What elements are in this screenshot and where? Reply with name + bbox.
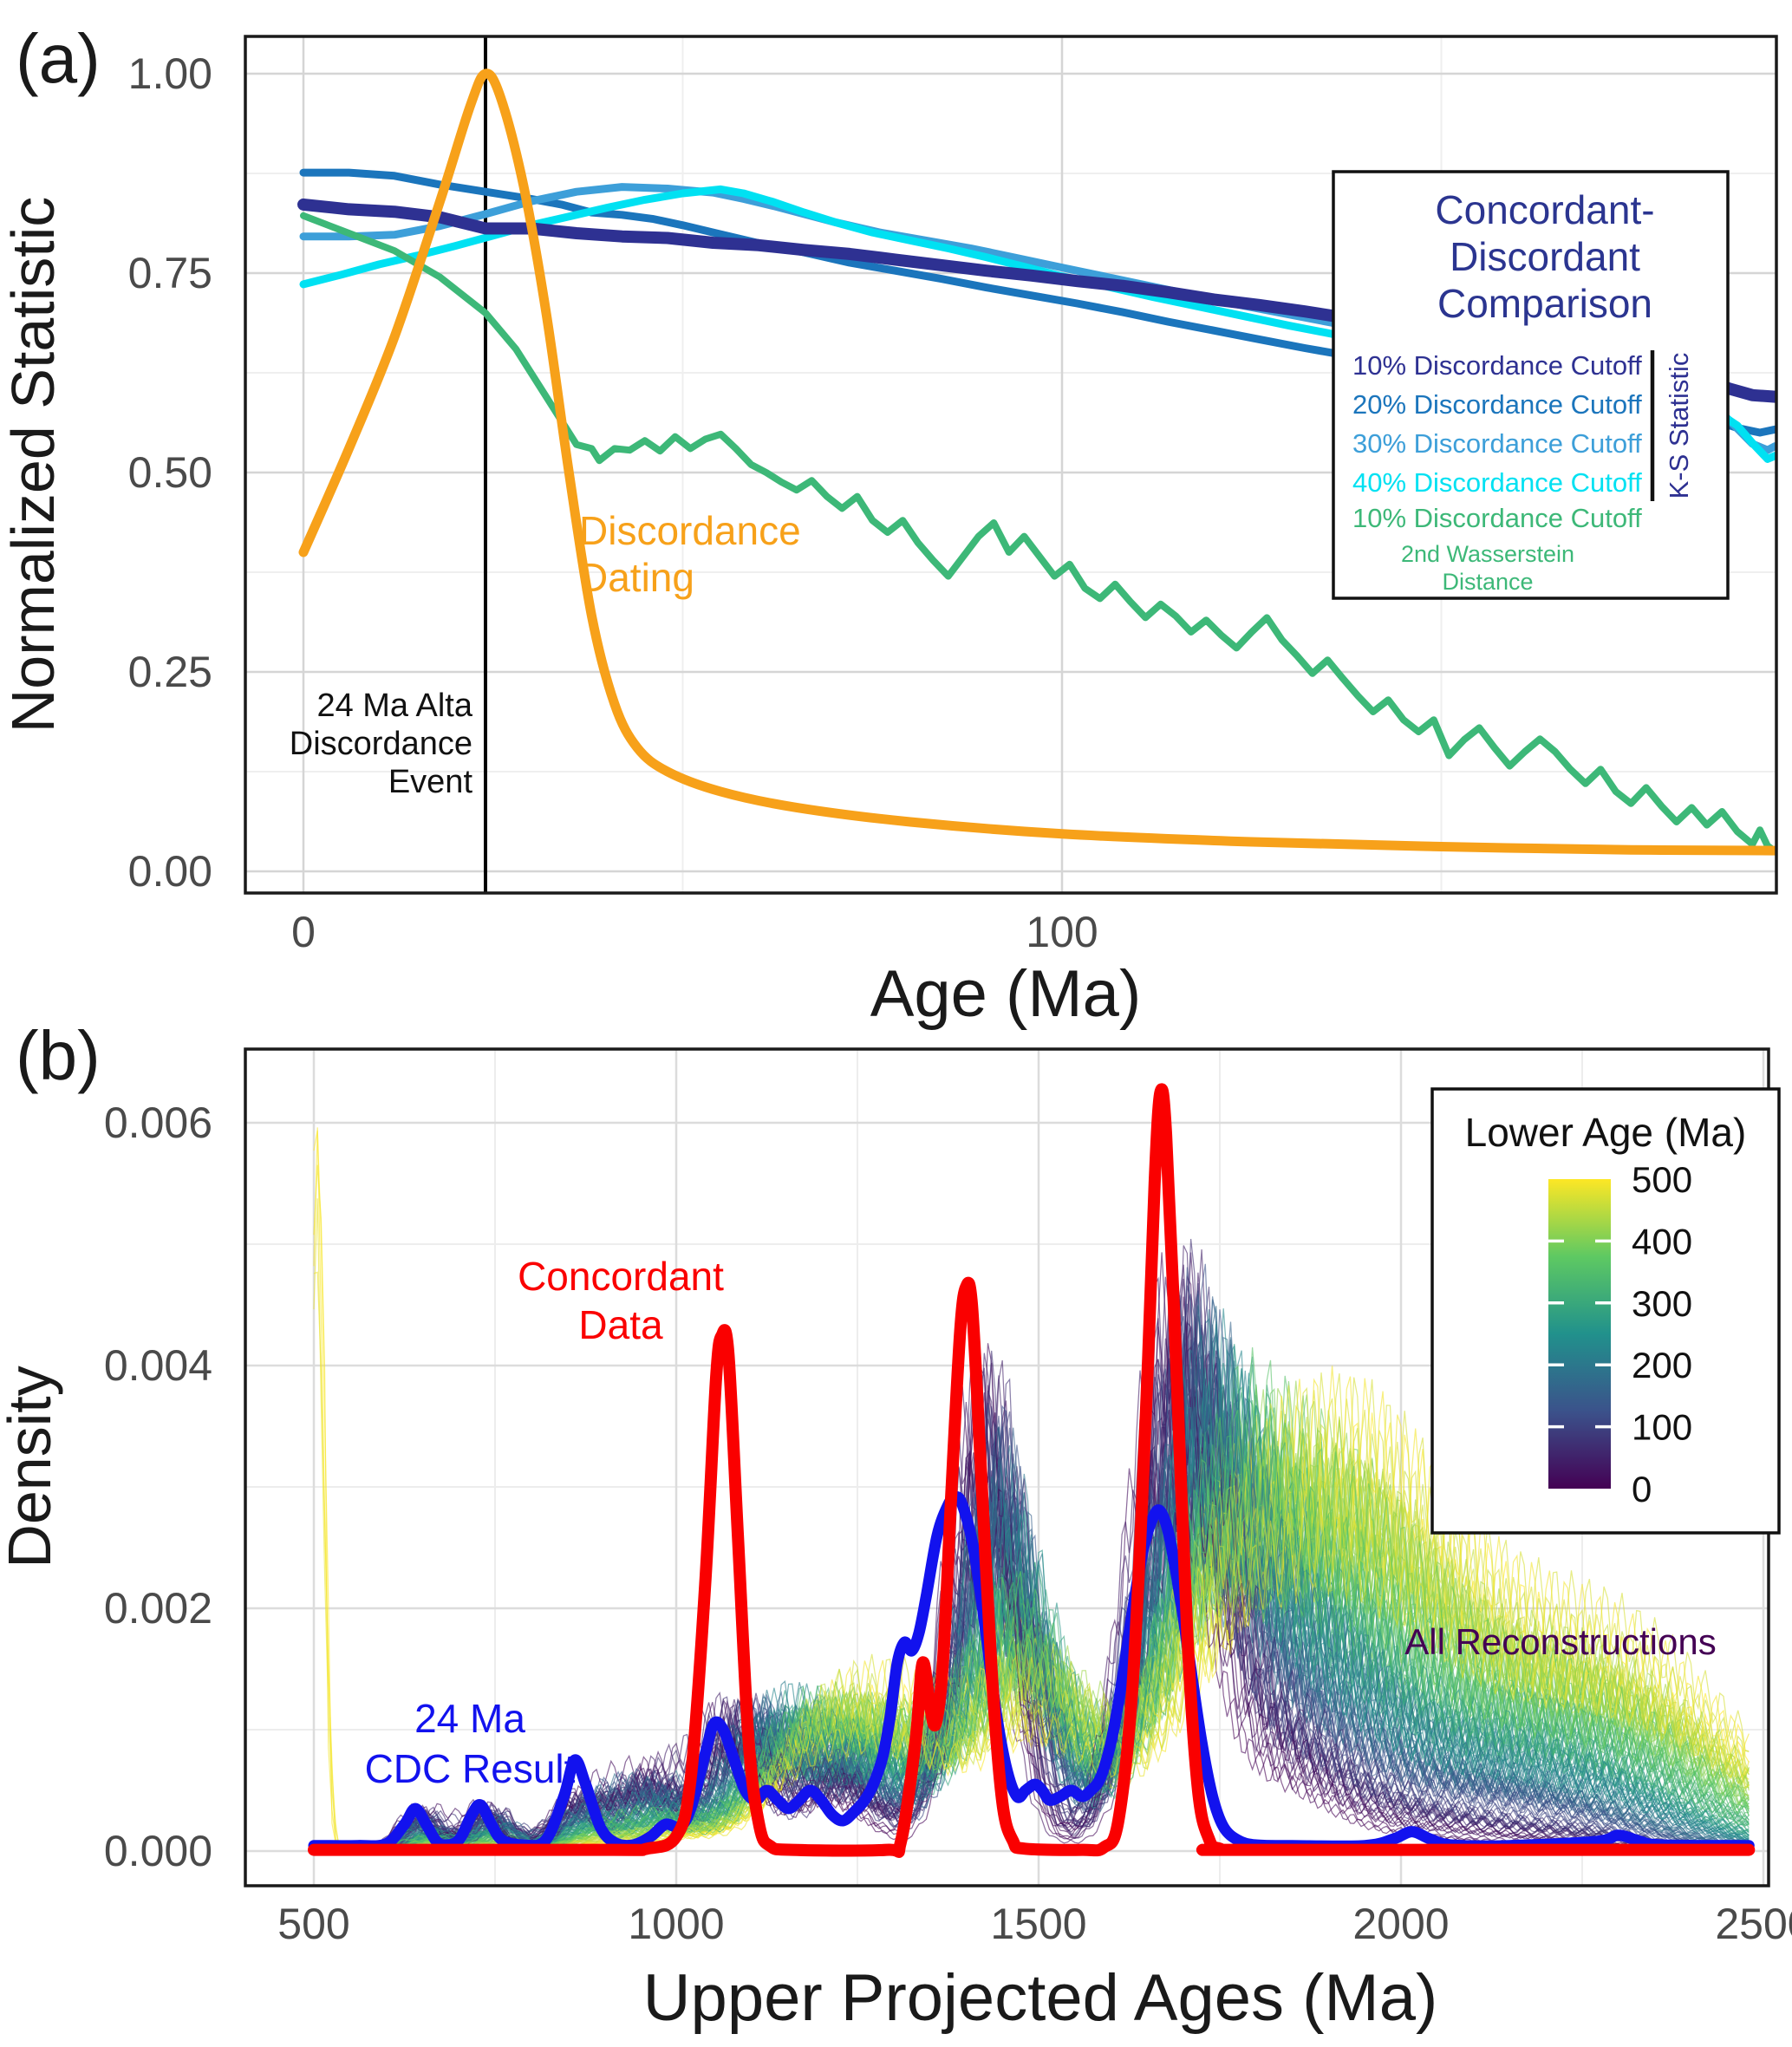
legend-a-item-green: 10% Discordance Cutoff [1352, 503, 1642, 533]
legend-a-title-line2: Discordant [1450, 234, 1640, 279]
panel-b: 0.0060.0040.0020.0005001000150020002500 … [0, 1017, 1792, 2035]
legend-a-title-line1: Concordant- [1435, 187, 1654, 232]
panel-b-x-axis-title: Upper Projected Ages (Ma) [643, 1961, 1438, 2035]
legend-a-wasserstein-line1: 2nd Wasserstein [1401, 541, 1574, 567]
panel-a-label: (a) [16, 20, 101, 97]
viridis-colorbar [1548, 1179, 1611, 1489]
x-tick-label: 1500 [990, 1900, 1086, 1948]
ensemble-curve [314, 1419, 1750, 1852]
y-tick-label: 1.00 [128, 49, 212, 98]
concordant-data-annotation-line1: Concordant [518, 1254, 724, 1299]
y-tick-label: 0.75 [128, 249, 212, 297]
colorbar-tick-label: 0 [1632, 1469, 1652, 1509]
colorbar-tick-label: 500 [1632, 1159, 1692, 1200]
legend-a-ks-label: K-S Statistic [1664, 353, 1694, 499]
x-tick-label: 500 [277, 1900, 349, 1948]
colorbar-tick-label: 400 [1632, 1221, 1692, 1261]
cdc-result-annotation-line2: CDC Result [365, 1746, 576, 1791]
all-reconstructions-annotation: All Reconstructions [1404, 1621, 1716, 1662]
y-tick-label: 0.50 [128, 448, 212, 497]
legend-a-item-20pct: 20% Discordance Cutoff [1352, 389, 1642, 420]
y-tick-label: 0.25 [128, 648, 212, 696]
x-tick-label: 2000 [1352, 1900, 1449, 1948]
legend-a-item-30pct: 30% Discordance Cutoff [1352, 428, 1642, 459]
event-annotation-line2: Discordance [290, 726, 472, 762]
panel-a-tick-labels: 1.00 0.75 0.50 0.25 0.00 0 100 [128, 49, 1098, 956]
discordance-dating-annotation-line1: Discordance [579, 508, 801, 553]
y-tick-label: 0.000 [104, 1827, 212, 1875]
event-annotation-line1: 24 Ma Alta [316, 688, 472, 724]
concordant-data-annotation-line2: Data [578, 1302, 663, 1347]
series-discordance-dating [298, 68, 1776, 856]
panel-a-x-axis-title: Age (Ma) [870, 957, 1142, 1031]
panel-b-legend: Lower Age (Ma) 500 400 300 200 100 0 [1430, 1087, 1781, 1535]
y-tick-label: 0.002 [104, 1584, 212, 1633]
event-annotation-line3: Event [388, 764, 473, 800]
cdc-result-annotation-line1: 24 Ma [414, 1696, 525, 1741]
legend-a-wasserstein-line2: Distance [1442, 569, 1533, 595]
panel-a: 1.00 0.75 0.50 0.25 0.00 0 100 (a) Normalized … [0, 20, 1778, 1031]
panel-a-border [244, 35, 1778, 895]
y-tick-label: 0.00 [128, 847, 212, 896]
panel-a-gridlines [245, 36, 1776, 893]
colorbar-title: Lower Age (Ma) [1465, 1110, 1747, 1155]
legend-a-item-10pct: 10% Discordance Cutoff [1352, 350, 1642, 381]
x-tick-label: 100 [1026, 908, 1098, 956]
panel-b-series [308, 1083, 1756, 1858]
colorbar-tick-label: 100 [1632, 1407, 1692, 1448]
panel-a-legend-box [1332, 170, 1730, 600]
x-tick-label: 2500 [1715, 1900, 1792, 1948]
y-tick-label: 0.006 [104, 1098, 212, 1147]
legend-a-item-40pct: 40% Discordance Cutoff [1352, 467, 1642, 498]
panel-a-legend: Concordant- Discordant Comparison 10% Di… [1332, 170, 1730, 600]
panel-a-y-axis-title: Normalized Statistic [0, 197, 67, 733]
series-concordant-data [308, 1083, 1756, 1858]
colorbar-ticks: 500 400 300 200 100 0 [1548, 1159, 1692, 1509]
colorbar-tick-label: 200 [1632, 1345, 1692, 1385]
x-tick-label: 0 [291, 908, 316, 956]
y-tick-label: 0.004 [104, 1341, 212, 1390]
panel-b-label: (b) [16, 1017, 101, 1094]
panel-b-y-axis-title: Density [0, 1366, 63, 1568]
series-24-ma-cdc-result [308, 1490, 1755, 1852]
discordance-dating-annotation-line2: Dating [579, 555, 694, 600]
colorbar-tick-label: 300 [1632, 1283, 1692, 1324]
x-tick-label: 1000 [628, 1900, 724, 1948]
series-10-discordance-cutoff-2nd-wasserstein- [300, 212, 1776, 855]
legend-a-title-line3: Comparison [1437, 281, 1652, 326]
